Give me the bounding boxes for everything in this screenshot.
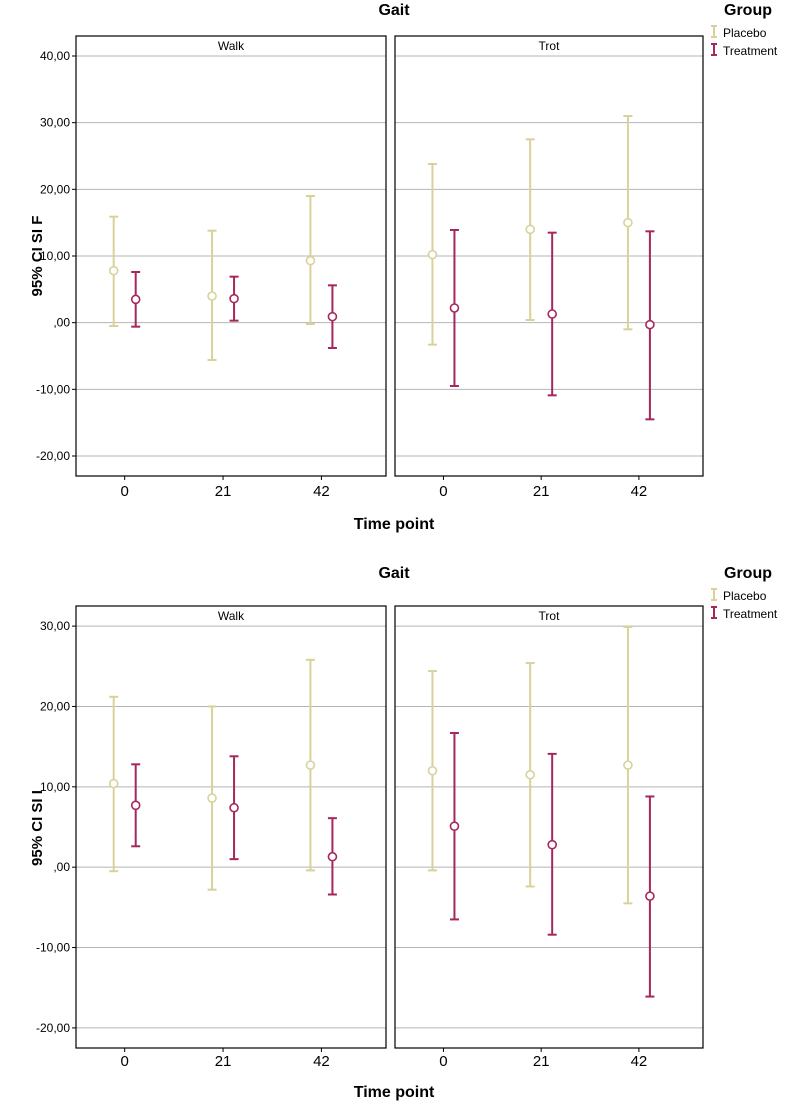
mean-marker-treatment [130, 800, 141, 811]
mean-marker-treatment [645, 891, 655, 901]
legend-label-placebo: Placebo [723, 589, 767, 603]
facet-walk: Walk 0 21 42 [75, 35, 387, 500]
x-tick-label: 42 [631, 1053, 648, 1070]
x-tick-label: 0 [439, 483, 447, 500]
legend-label-treatment: Treatment [723, 607, 778, 621]
y-tick-label: 10,00 [40, 780, 70, 794]
facet-frame [75, 35, 387, 477]
mean-marker-placebo [525, 224, 535, 235]
mean-marker-treatment [327, 311, 338, 322]
y-tick-label: 20,00 [40, 182, 70, 196]
y-tick-label: 30,00 [40, 116, 70, 130]
mean-marker-placebo [108, 778, 119, 789]
mean-marker-placebo [108, 265, 119, 276]
facet-frame [394, 605, 704, 1049]
mean-marker-placebo [623, 760, 633, 770]
mean-marker-treatment [547, 309, 557, 319]
y-tick-label: -10,00 [36, 941, 70, 955]
y-tick-label: ,00 [53, 860, 70, 874]
x-tick-label: 42 [631, 483, 648, 500]
x-tick-label: 21 [533, 483, 550, 500]
x-axis-label: Time point [354, 516, 435, 533]
legend-title: Group [724, 565, 772, 582]
legend-title: Group [724, 2, 772, 19]
y-tick-label: 30,00 [40, 619, 70, 633]
x-tick-label: 21 [215, 483, 232, 500]
y-tick-label: -20,00 [36, 449, 70, 463]
chart-1: Gait Group Placebo Treatment 95% CI SI F Time… [29, 2, 778, 533]
facet-trot: Trot 0 21 42 [394, 605, 704, 1070]
x-axis-label: Time point [354, 1084, 435, 1101]
facet-label: Walk [218, 39, 245, 53]
x-tick-label: 21 [533, 1053, 550, 1070]
mean-marker-treatment [449, 821, 460, 831]
facet-label: Trot [539, 39, 561, 53]
y-tick-label: 40,00 [40, 49, 70, 63]
x-tick-label: 42 [313, 483, 330, 500]
facet-frame [394, 35, 704, 477]
y-tick-label: ,00 [53, 316, 70, 330]
x-tick-label: 42 [313, 1053, 330, 1070]
x-tick-label: 0 [439, 1053, 447, 1070]
mean-marker-treatment [449, 303, 460, 313]
x-tick-label: 0 [121, 483, 129, 500]
mean-marker-placebo [623, 217, 633, 228]
y-axis-label: 95% CI SI F [29, 216, 46, 297]
mean-marker-treatment [327, 851, 338, 862]
facet-frame [75, 605, 387, 1049]
facet-trot: Trot 0 21 42 [394, 35, 704, 500]
mean-marker-placebo [525, 769, 535, 780]
y-tick-label: -10,00 [36, 382, 70, 396]
y-tick-label: 20,00 [40, 699, 70, 713]
mean-marker-treatment [229, 802, 239, 813]
chart-title: Gait [378, 565, 410, 582]
facet-label: Trot [539, 609, 561, 623]
mean-marker-placebo [207, 291, 217, 301]
mean-marker-placebo [207, 793, 217, 803]
mean-marker-treatment [645, 319, 655, 330]
mean-marker-placebo [305, 255, 316, 266]
y-tick-label: -20,00 [36, 1021, 70, 1035]
mean-marker-treatment [229, 293, 239, 304]
mean-marker-placebo [427, 765, 438, 776]
legend-label-treatment: Treatment [723, 44, 778, 58]
y-axis-label: 95% CI SI I [29, 790, 46, 866]
mean-marker-treatment [547, 839, 557, 850]
y-tick-label: 10,00 [40, 249, 70, 263]
facet-label: Walk [218, 609, 245, 623]
mean-marker-placebo [305, 760, 316, 770]
facet-walk: Walk 0 21 42 [75, 605, 387, 1070]
chart-2: Gait Group Placebo Treatment 95% CI SI I Time… [29, 565, 778, 1101]
mean-marker-placebo [427, 249, 438, 260]
mean-marker-treatment [130, 294, 141, 305]
x-tick-label: 21 [215, 1053, 232, 1070]
x-tick-label: 0 [121, 1053, 129, 1070]
legend-label-placebo: Placebo [723, 26, 767, 40]
chart-title: Gait [378, 2, 410, 19]
